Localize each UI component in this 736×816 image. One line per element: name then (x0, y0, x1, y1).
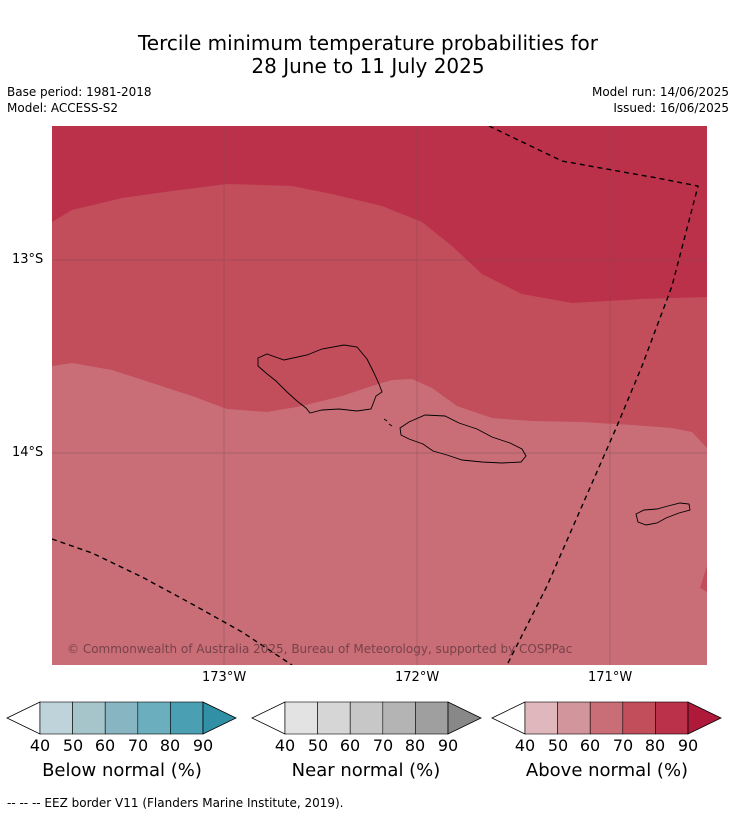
model-run: Model run: 14/06/2025 (591, 85, 729, 99)
tick: 90 (677, 736, 699, 755)
tick: 50 (547, 736, 569, 755)
tick: 40 (274, 736, 296, 755)
lat-label-13s: 13°S (12, 252, 44, 267)
chart-title-line1: Tercile minimum temperature probabilitie… (137, 31, 599, 55)
colorbar-above-arrow (687, 701, 722, 735)
tick: 50 (307, 736, 329, 755)
map-panel (52, 126, 707, 665)
band-80-90 (52, 126, 707, 303)
colorbar-near-cell (284, 701, 318, 735)
colorbar-near-cells (284, 701, 449, 735)
colorbar-below (6, 701, 237, 735)
base-period: Base period: 1981-2018 (7, 85, 152, 99)
colorbar-below-cell (137, 701, 171, 735)
lon-label-171w: 171°W (588, 670, 633, 685)
tick: 40 (514, 736, 536, 755)
tick: 80 (404, 736, 426, 755)
colorbar-near-arrow (447, 701, 482, 735)
tick: 80 (159, 736, 181, 755)
tutuila-outline (635, 502, 691, 526)
colorbar-above (491, 701, 722, 735)
probability-map (52, 126, 707, 665)
model-name: Model: ACCESS-S2 (7, 101, 119, 115)
colorbar-below-label: Below normal (%) (42, 760, 202, 781)
tick: 70 (372, 736, 394, 755)
colorbar-above-cell (557, 701, 591, 735)
tick: 70 (127, 736, 149, 755)
colorbar-near-cell (415, 701, 449, 735)
chart-title-line2: 28 June to 11 July 2025 (251, 54, 485, 78)
eez-line-east (488, 126, 699, 665)
issued-date: Issued: 16/06/2025 (613, 101, 729, 115)
tick: 70 (612, 736, 634, 755)
colorbar-above-cell (655, 701, 689, 735)
lon-label-173w: 173°W (202, 670, 247, 685)
tick: 60 (579, 736, 601, 755)
colorbar-below-cell (170, 701, 204, 735)
colorbar-near-cell (317, 701, 351, 735)
tick: 90 (437, 736, 459, 755)
graticule (52, 126, 707, 665)
manono-outline (383, 418, 388, 422)
eez-line-southwest (52, 538, 293, 665)
colorbar-above-cells (524, 701, 689, 735)
tick: 50 (62, 736, 84, 755)
upolu-outline (399, 414, 527, 464)
colorbar-near-cell (382, 701, 416, 735)
tick: 40 (29, 736, 51, 755)
lat-label-14s: 14°S (12, 445, 44, 460)
eez-legend-note: -- -- -- EEZ border V11 (Flanders Marine… (7, 796, 344, 810)
colorbar-above-cell (524, 701, 558, 735)
colorbar-below-cell (104, 701, 139, 735)
savaii-outline (257, 344, 383, 414)
colorbar-below-cell (39, 701, 73, 735)
tick: 60 (339, 736, 361, 755)
colorbar-below-cell (72, 701, 106, 735)
tick: 90 (192, 736, 214, 755)
lon-label-172w: 172°W (395, 670, 440, 685)
band-70-80-sliver (700, 566, 707, 592)
tick: 60 (94, 736, 116, 755)
colorbar-below-arrow (202, 701, 237, 735)
eez-border (52, 126, 699, 665)
colorbar-near (251, 701, 482, 735)
tick: 80 (644, 736, 666, 755)
colorbar-below-cells (39, 701, 204, 735)
colorbar-near-cell (349, 701, 384, 735)
islands (257, 344, 691, 526)
apolima-outline (388, 423, 393, 427)
band-60-70 (52, 363, 707, 665)
colorbar-above-cell (589, 701, 624, 735)
colorbar-above-label: Above normal (%) (525, 760, 689, 781)
map-copyright: © Commonwealth of Australia 2025, Bureau… (67, 642, 573, 656)
colorbar-above-cell (622, 701, 656, 735)
colorbar-near-label: Near normal (%) (291, 760, 441, 781)
